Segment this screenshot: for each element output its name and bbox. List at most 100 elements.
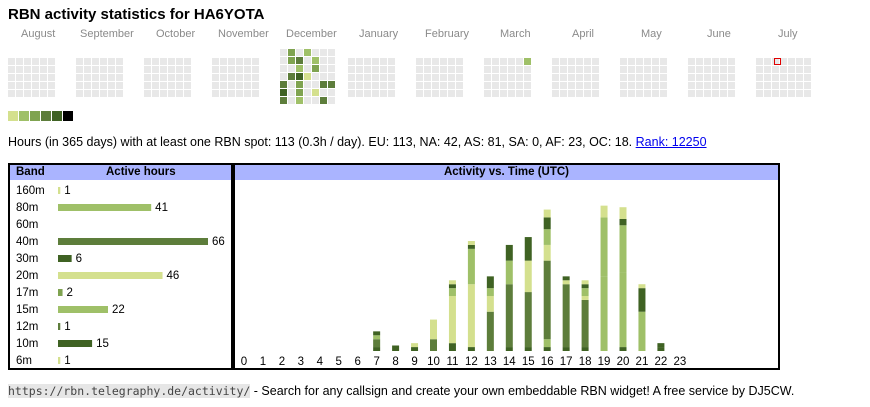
activity-bar-segment [581,284,589,289]
heatmap-cell [372,82,379,89]
heatmap-cell [484,66,491,73]
activity-bar-segment [411,347,419,351]
activity-bar-segment [562,347,570,351]
heatmap-cell [356,58,363,65]
heatmap-cell [176,82,183,89]
heatmap-cell [364,58,371,65]
heatmap-cell [388,90,395,97]
heatmap-cell [288,89,295,96]
heatmap-cell [108,58,115,65]
heatmap-cell [76,82,83,89]
heatmap-cell [652,58,659,65]
heatmap-cell [492,66,499,73]
heatmap-cell [500,90,507,97]
activity-bar-segment [562,284,570,348]
heatmap-cell [756,90,763,97]
heatmap-cell [524,82,531,89]
heatmap-cell [356,82,363,89]
footer: https://rbn.telegraphy.de/activity/ - Se… [8,384,794,398]
heatmap-cell [440,90,447,97]
activity-bar-segment [467,244,475,249]
activity-bar-segment [448,296,456,344]
legend-swatch-3 [30,111,40,121]
month-label-oct: October [156,28,196,40]
heatmap-cell [432,58,439,65]
heatmap-cell [628,58,635,65]
heatmap-cell [432,90,439,97]
heatmap-cell [252,74,259,81]
heatmap-cell [312,89,319,96]
heatmap-cell [84,66,91,73]
heatmap-cell [780,58,787,65]
heatmap-cell [280,81,287,88]
heatmap-cell [312,57,319,64]
heatmap-cell [652,90,659,97]
heatmap-cell [628,90,635,97]
band-value: 22 [112,304,125,316]
heatmap-cell [448,66,455,73]
heatmap-cell [796,66,803,73]
heatmap-cell [484,58,491,65]
activity-bar-segment [373,339,381,348]
activity-bar-segment [524,292,532,348]
heatmap-cell [560,74,567,81]
heatmap-cell [152,82,159,89]
heatmap-cell [576,82,583,89]
heatmap-cell [152,90,159,97]
activity-url[interactable]: https://rbn.telegraphy.de/activity/ [8,384,251,398]
heatmap-cell [348,58,355,65]
band-bar [58,187,61,194]
activity-bar-segment [467,284,475,348]
heatmap-cell [328,65,335,72]
heatmap-cell [704,74,711,81]
activity-bar-segment [373,347,381,351]
band-hours-chart: 160m 1 80m 41 60m 40m 66 30m 6 20m 46 17m 2 15m 22 12m 1… [16,185,225,367]
heatmap-cell [108,66,115,73]
heatmap-cell [720,58,727,65]
heatmap-cell [508,90,515,97]
month-label-may: May [641,28,662,40]
heatmap-cell [244,58,251,65]
band-value: 6 [76,253,82,265]
rank-link[interactable]: Rank: 12250 [635,135,707,149]
activity-bar-segment [448,284,456,289]
heatmap-cell [456,58,463,65]
heatmap-cell [388,58,395,65]
heatmap-cell [212,82,219,89]
heatmap-cell [380,90,387,97]
heatmap-cell [168,90,175,97]
month-label-mar: March [500,28,531,40]
heatmap-cell [16,90,23,97]
heatmap-cell [312,81,319,88]
heatmap-cell [720,66,727,73]
activity-bar-segment [543,229,551,245]
heatmap-cell [380,66,387,73]
heatmap-cell [16,74,23,81]
heatmap-cell [24,58,31,65]
heatmap-cell [620,66,627,73]
heatmap-cell [804,66,811,73]
heatmap-cell [660,58,667,65]
heatmap-cell [728,66,735,73]
heatmap-cell [356,74,363,81]
heatmap-cell [688,74,695,81]
activity-bar-segment [505,244,513,261]
band-value: 1 [64,321,70,333]
heatmap-cell [448,90,455,97]
heatmap-cell [160,66,167,73]
heatmap-cell [116,66,123,73]
band-bar [58,272,163,279]
activity-bar-segment [448,343,456,351]
heatmap-cell [728,58,735,65]
x-tick-label: 4 [317,356,324,368]
heatmap-cell [804,82,811,89]
activity-bar-segment [392,345,400,351]
heatmap-cell [320,57,327,64]
activity-bar-segment [619,219,627,226]
heatmap-cell [16,82,23,89]
heatmap-cell [108,90,115,97]
heatmap-cell [184,58,191,65]
x-tick-label: 6 [354,356,360,368]
heatmap-cell [620,90,627,97]
heatmap-cell [100,58,107,65]
